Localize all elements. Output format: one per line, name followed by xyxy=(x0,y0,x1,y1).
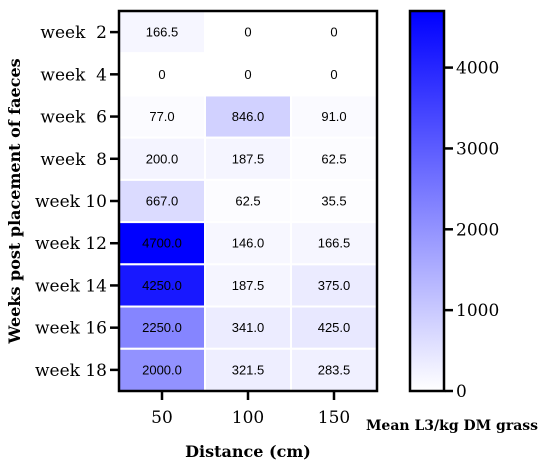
cell-value-label: 146.0 xyxy=(232,236,265,251)
cell-value-label: 4700.0 xyxy=(142,236,182,251)
heatmap-cell xyxy=(290,263,378,308)
y-tick-label: week 2 xyxy=(40,23,107,43)
cell-value-label: 0 xyxy=(158,67,165,82)
y-tick-label: week 14 xyxy=(35,276,107,296)
colorbar-tick-label: 4000 xyxy=(456,59,499,79)
heatmap-cell xyxy=(204,305,292,350)
heatmap-cell xyxy=(118,263,206,308)
heatmap-cell xyxy=(290,136,378,181)
cell-value-label: 77.0 xyxy=(149,109,174,124)
cell-value-label: 667.0 xyxy=(146,194,179,209)
cell-value-label: 4250.0 xyxy=(142,278,182,293)
y-tick-label: week 10 xyxy=(35,192,107,212)
colorbar-tick-label: 0 xyxy=(456,382,467,402)
colorbar-tick-label: 2000 xyxy=(456,220,499,240)
y-tick-label: week 12 xyxy=(35,234,107,254)
y-axis-title: Weeks post placement of faeces xyxy=(5,58,24,344)
colorbar xyxy=(408,9,446,393)
x-tick-label: 50 xyxy=(151,408,173,428)
cell-value-label: 2000.0 xyxy=(142,362,182,377)
heatmap-cells: 166.5 0 0 0 0 0 77.0 846.0 91.0 200.0 187.5 62.5 667… xyxy=(118,10,378,392)
cell-value-label: 166.5 xyxy=(318,236,351,251)
x-tick-label: 100 xyxy=(232,408,264,428)
cell-value-label: 0 xyxy=(244,67,251,82)
cell-value-label: 166.5 xyxy=(146,25,179,40)
cell-value-label: 2250.0 xyxy=(142,320,182,335)
cell-value-label: 321.5 xyxy=(232,362,265,377)
x-tick-label: 150 xyxy=(318,408,350,428)
heatmap-cell xyxy=(290,347,378,392)
cell-value-label: 200.0 xyxy=(146,151,179,166)
y-tick-label: week 6 xyxy=(40,108,107,128)
cell-value-label: 187.5 xyxy=(232,278,265,293)
heatmap-cell xyxy=(204,263,292,308)
cell-value-label: 341.0 xyxy=(232,320,265,335)
cell-value-label: 375.0 xyxy=(318,278,351,293)
colorbar-tick-label: 3000 xyxy=(456,139,499,159)
cell-value-label: 62.5 xyxy=(235,194,260,209)
y-axis: week 2 week 4 week 6 week 8 week 10 week 12 we… xyxy=(35,23,118,381)
heatmap-cell xyxy=(118,305,206,350)
cell-value-label: 0 xyxy=(330,67,337,82)
colorbar-tick-label: 1000 xyxy=(456,301,499,321)
x-axis-title: Distance (cm) xyxy=(185,442,311,461)
x-axis: 50 100 150 xyxy=(151,392,350,428)
cell-value-label: 0 xyxy=(244,25,251,40)
cell-value-label: 35.5 xyxy=(321,194,346,209)
heatmap-cell xyxy=(204,94,292,139)
y-tick-label: week 18 xyxy=(35,361,107,381)
heatmap-cell xyxy=(290,52,378,97)
heatmap-cell xyxy=(204,221,292,266)
y-tick-label: week 8 xyxy=(40,150,107,170)
plot-frame xyxy=(117,9,379,393)
cell-value-label: 425.0 xyxy=(318,320,351,335)
cell-value-label: 846.0 xyxy=(232,109,265,124)
colorbar-axis: 0 1000 2000 3000 4000 xyxy=(445,59,499,402)
cell-value-label: 187.5 xyxy=(232,151,265,166)
cell-value-label: 62.5 xyxy=(321,151,346,166)
cell-value-label: 0 xyxy=(330,25,337,40)
cell-value-label: 91.0 xyxy=(321,109,346,124)
cell-value-label: 283.5 xyxy=(318,362,351,377)
y-tick-label: week 16 xyxy=(35,319,107,339)
colorbar-title: Mean L3/kg DM grass xyxy=(366,418,538,434)
heatmap-cell xyxy=(204,178,292,224)
y-tick-label: week 4 xyxy=(40,65,107,85)
